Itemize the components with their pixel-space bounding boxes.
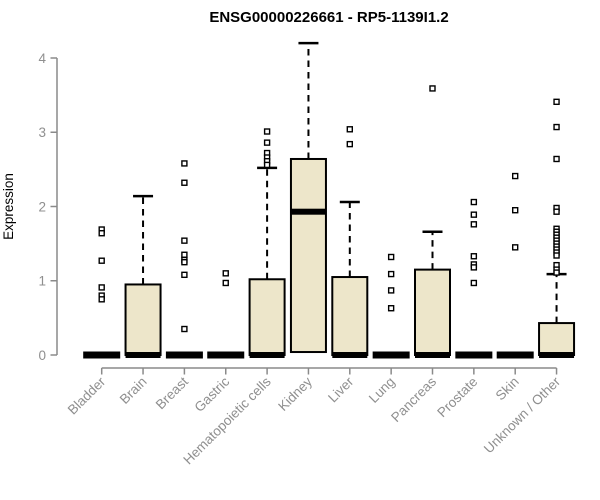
median-bar bbox=[539, 352, 575, 358]
zero-median-bar bbox=[207, 351, 245, 359]
box-group-bladder bbox=[83, 226, 121, 359]
median-bar bbox=[249, 352, 285, 358]
plot-area: 0 1 2 3 4 Bladder Brain Breast GastricHematopoie… bbox=[38, 41, 576, 467]
box-group-kidney bbox=[289, 41, 327, 354]
outlier-point bbox=[181, 237, 188, 244]
outlier-point bbox=[263, 128, 271, 135]
outlier-point bbox=[387, 287, 395, 294]
box-group-unknown-other bbox=[538, 98, 576, 358]
outlier-point bbox=[470, 211, 478, 218]
outlier-point bbox=[98, 257, 105, 264]
outlier-point bbox=[181, 251, 188, 258]
box-group-hematopoietic-cells bbox=[248, 128, 286, 358]
zero-median-bar bbox=[496, 351, 534, 359]
outlier-point bbox=[346, 140, 353, 148]
outlier-point bbox=[429, 85, 436, 92]
outlier-point bbox=[222, 279, 229, 287]
iqr-box bbox=[248, 278, 286, 357]
zero-median-bar bbox=[165, 351, 203, 359]
outlier-point bbox=[263, 139, 271, 146]
outlier-point bbox=[98, 284, 105, 291]
outlier-point bbox=[512, 207, 519, 214]
box-group-skin bbox=[496, 172, 534, 359]
x-tick-label-gastric: Gastric bbox=[192, 374, 233, 415]
outlier-point bbox=[470, 279, 478, 287]
x-tick-label-prostate: Prostate bbox=[434, 374, 480, 420]
chart-title: ENSG00000226661 - RP5-1139I1.2 bbox=[209, 9, 448, 26]
x-tick-label-bladder: Bladder bbox=[65, 374, 109, 418]
x-tick-label-skin: Skin bbox=[493, 374, 522, 403]
outlier-point bbox=[553, 98, 560, 106]
x-tick-label-lung: Lung bbox=[366, 374, 398, 406]
outlier-point bbox=[387, 305, 395, 312]
median-bar bbox=[332, 352, 368, 358]
outlier-point bbox=[263, 161, 271, 169]
x-tick-label-pancreas: Pancreas bbox=[388, 374, 439, 425]
outlier-point bbox=[387, 253, 395, 261]
outlier-point bbox=[181, 325, 188, 333]
y-tick-label: 2 bbox=[38, 199, 46, 214]
outlier-point bbox=[470, 264, 478, 271]
x-tick-label-liver: Liver bbox=[325, 374, 357, 406]
median-bar bbox=[415, 352, 450, 358]
outlier-point bbox=[553, 155, 560, 163]
box-group-breast bbox=[165, 160, 203, 359]
outlier-point bbox=[553, 269, 560, 276]
outlier-point bbox=[512, 172, 519, 180]
zero-median-bar bbox=[83, 351, 121, 359]
outlier-point bbox=[553, 252, 560, 259]
iqr-box bbox=[414, 268, 451, 356]
y-axis: 0 1 2 3 4 bbox=[38, 51, 58, 363]
box-group-brain bbox=[124, 194, 162, 358]
outlier-point bbox=[553, 208, 560, 215]
outlier-point bbox=[470, 253, 478, 260]
median-bar bbox=[290, 208, 326, 215]
box-group-lung bbox=[372, 253, 410, 359]
iqr-box bbox=[331, 276, 369, 357]
outlier-point bbox=[181, 271, 188, 279]
outlier-point bbox=[222, 270, 229, 277]
x-tick-label-breast: Breast bbox=[153, 374, 191, 412]
y-axis-label: Expression bbox=[1, 173, 16, 240]
x-tick-label-brain: Brain bbox=[117, 374, 150, 407]
box-group-prostate bbox=[455, 198, 493, 359]
iqr-box bbox=[124, 283, 162, 356]
outlier-point bbox=[346, 126, 353, 133]
iqr-box bbox=[538, 322, 576, 357]
outlier-point bbox=[470, 198, 478, 206]
y-tick-label: 4 bbox=[38, 51, 46, 66]
zero-median-bar bbox=[455, 351, 493, 359]
y-tick-label: 3 bbox=[38, 125, 46, 140]
outlier-point bbox=[470, 221, 478, 228]
box-group-gastric bbox=[207, 270, 245, 359]
outlier-point bbox=[98, 296, 105, 303]
outlier-point bbox=[387, 270, 395, 278]
x-tick-label-unknown-other: Unknown / Other bbox=[481, 374, 564, 457]
zero-median-bar bbox=[372, 351, 410, 359]
y-tick-label: 1 bbox=[38, 274, 46, 289]
outlier-point bbox=[181, 160, 188, 167]
box-group-pancreas bbox=[414, 85, 451, 358]
x-tick-label-kidney: Kidney bbox=[275, 374, 315, 414]
outlier-point bbox=[512, 244, 519, 251]
outlier-point bbox=[98, 230, 105, 237]
median-bar bbox=[125, 352, 161, 358]
outlier-point bbox=[181, 179, 188, 186]
outlier-point bbox=[553, 123, 560, 131]
box-group-liver bbox=[331, 126, 369, 358]
y-tick-label: 0 bbox=[38, 348, 46, 363]
outlier-point bbox=[181, 258, 188, 266]
iqr-box bbox=[289, 157, 327, 354]
